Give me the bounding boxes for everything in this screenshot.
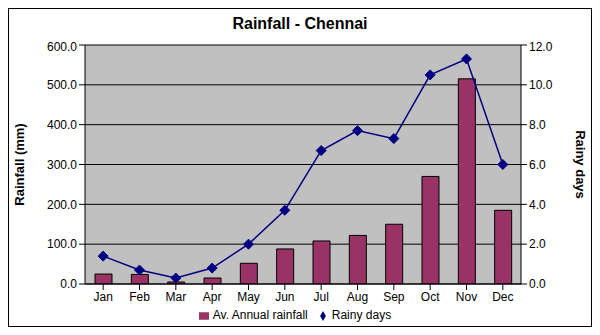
- html-text:Av. Annual rainfall: Av. Annual rainfall: [212, 308, 308, 322]
- svg-text:Sep: Sep: [383, 290, 405, 304]
- html-text:Rainy days: Rainy days: [331, 308, 392, 322]
- svg-text:200.0: 200.0: [47, 198, 77, 212]
- svg-text:8.0: 8.0: [529, 118, 546, 132]
- svg-text:Feb: Feb: [129, 290, 150, 304]
- svg-text:6.0: 6.0: [529, 158, 546, 172]
- svg-text:100.0: 100.0: [47, 237, 77, 251]
- svg-text:Jun: Jun: [275, 290, 294, 304]
- svg-text:0.0: 0.0: [529, 277, 546, 291]
- svg-text:Dec: Dec: [492, 290, 513, 304]
- html-text:Rainfall - Chennai: Rainfall - Chennai: [232, 15, 368, 32]
- svg-text:Rainfall (mm): Rainfall (mm): [12, 123, 27, 205]
- svg-text:Mar: Mar: [165, 290, 186, 304]
- svg-text:Nov: Nov: [456, 290, 477, 304]
- svg-text:Jul: Jul: [313, 290, 328, 304]
- svg-text:12.0: 12.0: [529, 40, 553, 54]
- svg-text:300.0: 300.0: [47, 158, 77, 172]
- svg-text:4.0: 4.0: [529, 198, 546, 212]
- svg-text:2.0: 2.0: [529, 237, 546, 251]
- svg-text:10.0: 10.0: [529, 78, 553, 92]
- svg-text:500.0: 500.0: [47, 78, 77, 92]
- svg-text:Jan: Jan: [93, 290, 112, 304]
- svg-text:400.0: 400.0: [47, 118, 77, 132]
- svg-text:Apr: Apr: [203, 290, 222, 304]
- svg-text:0.0: 0.0: [60, 277, 77, 291]
- svg-text:600.0: 600.0: [47, 40, 77, 54]
- svg-text:Aug: Aug: [347, 290, 368, 304]
- svg-text:May: May: [237, 290, 260, 304]
- svg-text:Rainy days: Rainy days: [573, 130, 588, 199]
- svg-text:Oct: Oct: [421, 290, 440, 304]
